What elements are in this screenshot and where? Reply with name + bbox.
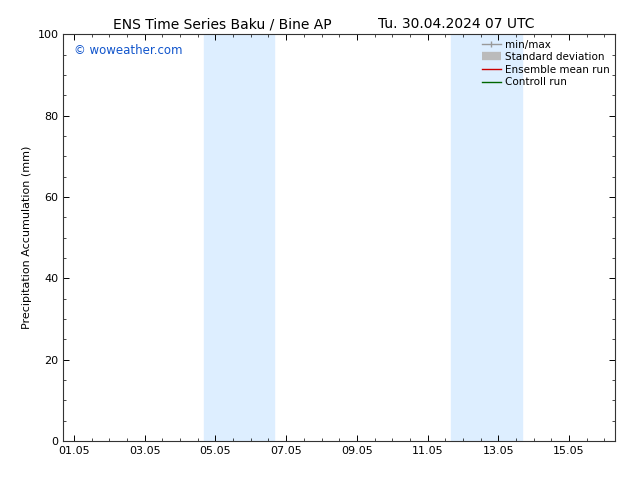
- Text: ENS Time Series Baku / Bine AP: ENS Time Series Baku / Bine AP: [113, 17, 331, 31]
- Text: © woweather.com: © woweather.com: [74, 45, 183, 57]
- Legend: min/max, Standard deviation, Ensemble mean run, Controll run: min/max, Standard deviation, Ensemble me…: [479, 36, 613, 91]
- Bar: [204, 34, 275, 441]
- Y-axis label: Precipitation Accumulation (mm): Precipitation Accumulation (mm): [22, 146, 32, 329]
- Bar: [451, 34, 522, 441]
- Text: Tu. 30.04.2024 07 UTC: Tu. 30.04.2024 07 UTC: [378, 17, 534, 31]
